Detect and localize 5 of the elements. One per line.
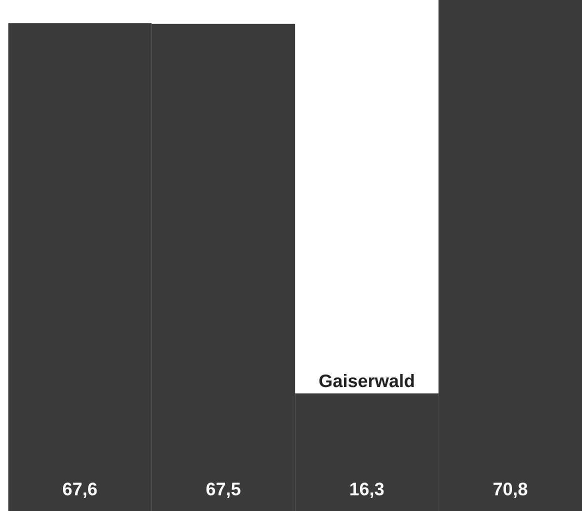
data-label: 16,3 (350, 482, 384, 498)
data-label: 70,8 (493, 482, 528, 498)
data-label: 67,5 (206, 482, 240, 498)
data-label: 67,6 (62, 482, 97, 498)
x-tick-label: Gaiserwald (319, 374, 414, 388)
